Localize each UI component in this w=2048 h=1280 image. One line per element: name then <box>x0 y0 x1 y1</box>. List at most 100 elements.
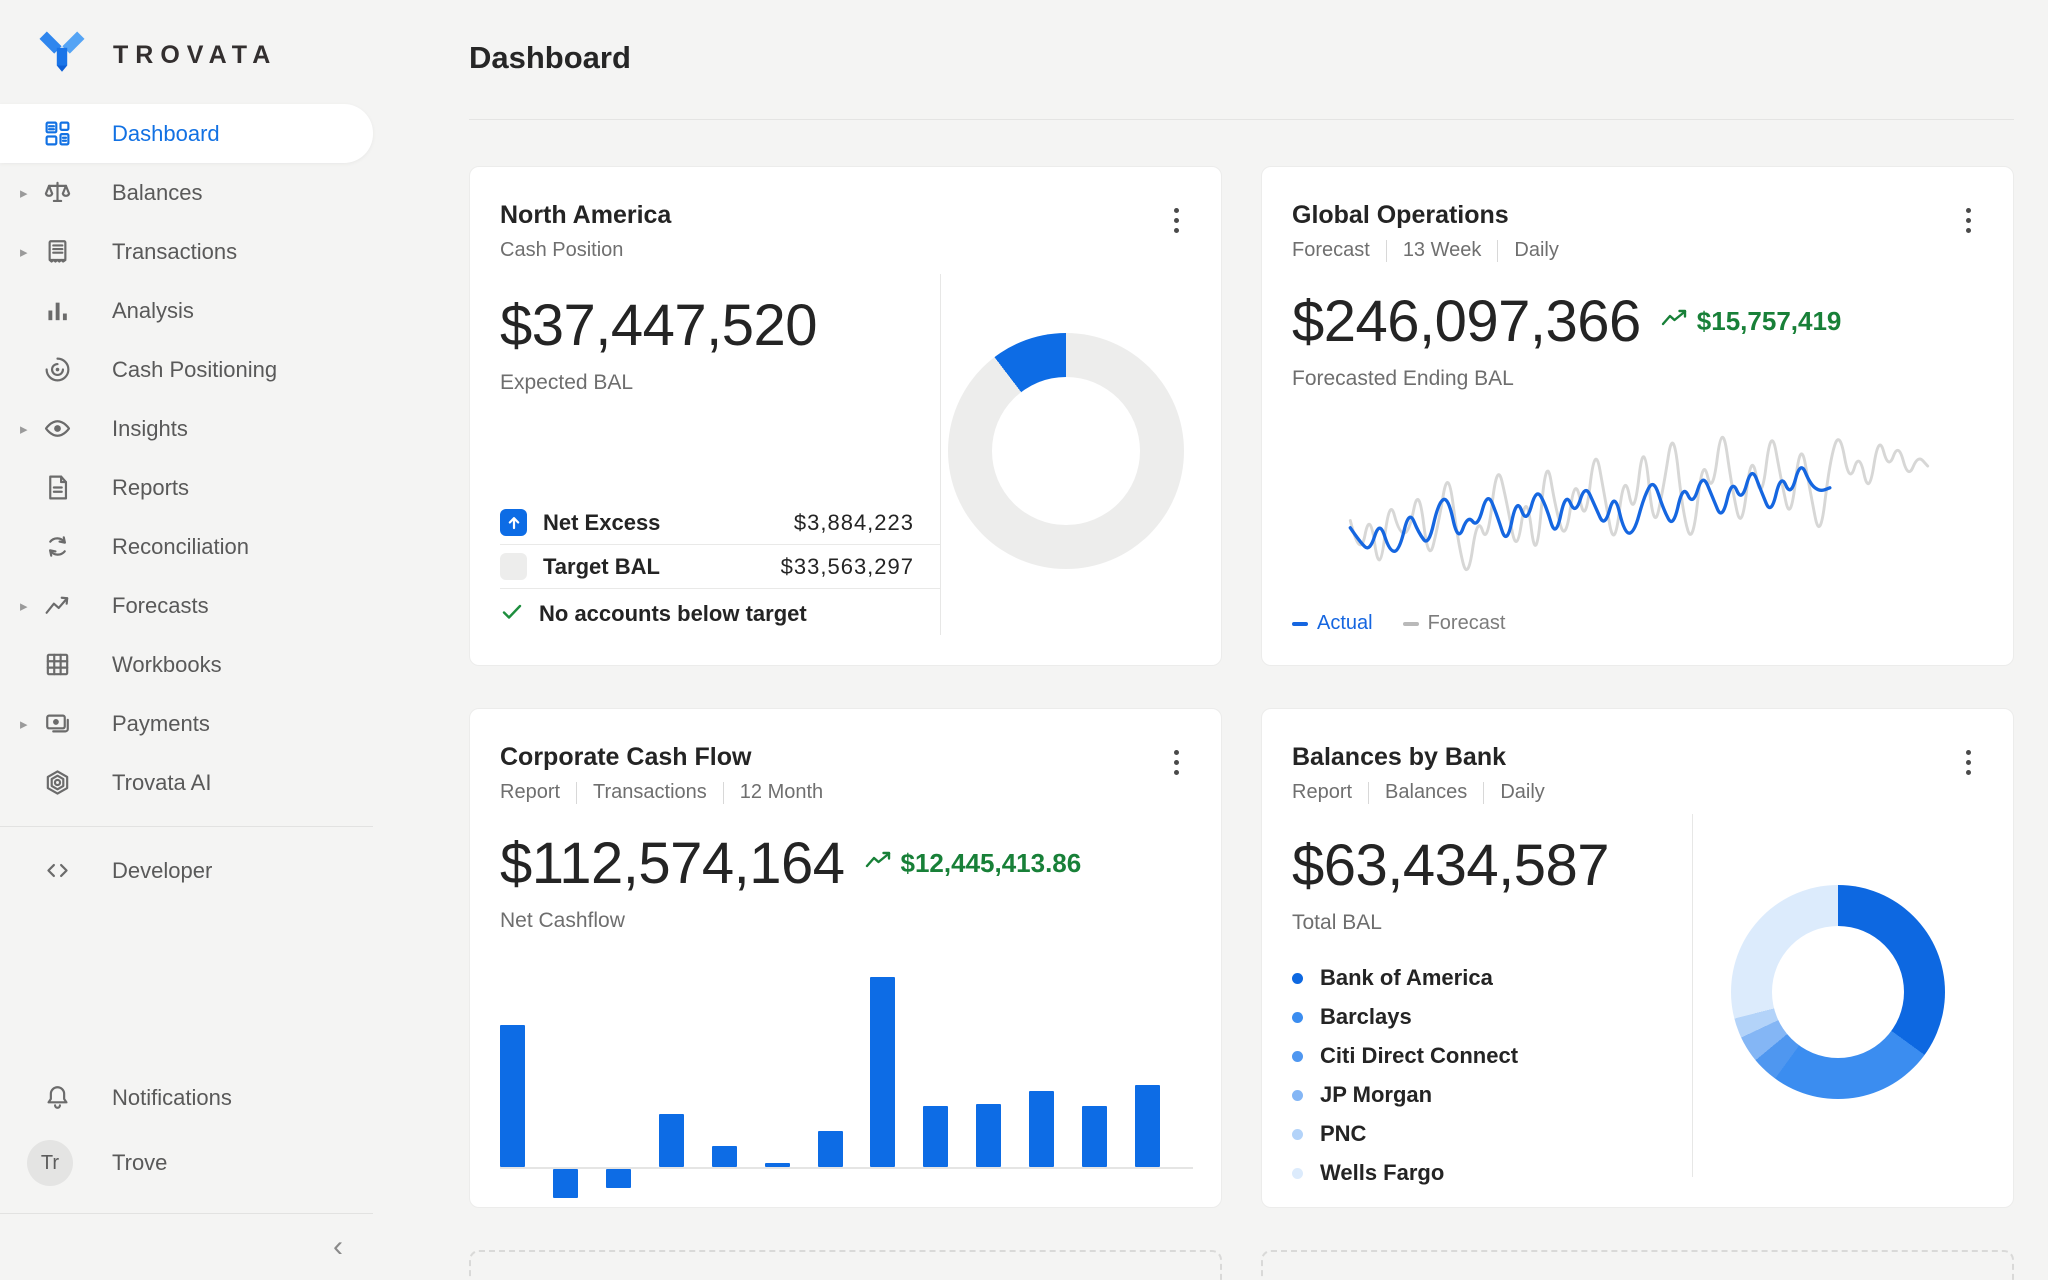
reconciliation-sync-icon <box>42 532 72 562</box>
empty-widget-slot <box>1261 1250 2014 1280</box>
net-cashflow-amount: $112,574,164 <box>500 830 845 897</box>
bar <box>818 1131 843 1167</box>
sidebar-collapse-icon[interactable]: ‹ <box>333 1232 343 1262</box>
bar-chart-baseline <box>500 1167 1193 1169</box>
kebab-menu-button[interactable] <box>1953 745 1983 779</box>
sidebar-item-workbooks[interactable]: Workbooks <box>0 635 373 694</box>
tag: Balances <box>1385 781 1467 804</box>
card-subtitle: Cash Position <box>500 239 1191 262</box>
dashboard-grid: North America Cash Position $37,447,520 … <box>469 166 2014 1280</box>
card-title: Balances by Bank <box>1292 743 1983 772</box>
chevron-right-icon[interactable]: ▸ <box>20 420 34 438</box>
bank-color-dot <box>1292 973 1303 984</box>
tag: Report <box>500 781 560 804</box>
bar <box>923 1106 948 1167</box>
stat-row-net-excess: Net Excess $3,884,223 <box>500 501 940 545</box>
sidebar-item-transactions[interactable]: ▸ Transactions <box>0 222 373 281</box>
header-divider <box>469 119 2014 120</box>
sidebar-item-label: Developer <box>112 858 212 884</box>
tag: 12 Month <box>740 781 823 804</box>
bank-color-dot <box>1292 1129 1303 1140</box>
bell-icon <box>42 1083 72 1113</box>
sidebar-item-label: Trove <box>112 1150 167 1176</box>
sidebar-item-reports[interactable]: Reports <box>0 458 373 517</box>
primary-nav: Dashboard ▸ Balances ▸ Transactions Anal… <box>0 104 373 812</box>
sidebar-item-balances[interactable]: ▸ Balances <box>0 163 373 222</box>
bank-legend-item: Citi Direct Connect <box>1292 1043 1692 1069</box>
sidebar-item-label: Dashboard <box>112 121 220 147</box>
bar <box>976 1104 1001 1167</box>
sidebar-item-label: Reconciliation <box>112 534 249 560</box>
status-text: No accounts below target <box>539 601 807 627</box>
sidebar-item-label: Analysis <box>112 298 194 324</box>
delta-badge: $15,757,419 <box>1661 306 1842 337</box>
sidebar-item-payments[interactable]: ▸ Payments <box>0 694 373 753</box>
sidebar-item-label: Insights <box>112 416 188 442</box>
stat-value: $33,563,297 <box>781 554 914 580</box>
kebab-menu-button[interactable] <box>1161 745 1191 779</box>
sidebar-item-trove-account[interactable]: Tr Trove <box>0 1127 373 1199</box>
bank-color-dot <box>1292 1012 1303 1023</box>
empty-widget-slot <box>469 1250 1222 1280</box>
kebab-menu-button[interactable] <box>1161 203 1191 237</box>
legend-item-actual: Actual <box>1292 612 1373 635</box>
sidebar-item-notifications[interactable]: Notifications <box>0 1068 373 1127</box>
bar <box>765 1163 790 1167</box>
sidebar-item-label: Notifications <box>112 1085 232 1111</box>
page-title: Dashboard <box>469 40 2014 76</box>
card-corporate-cash-flow: Corporate Cash Flow Report Transactions … <box>469 708 1222 1208</box>
chevron-right-icon[interactable]: ▸ <box>20 715 34 733</box>
sidebar-divider <box>0 826 373 827</box>
sidebar-item-reconciliation[interactable]: Reconciliation <box>0 517 373 576</box>
main-content: Dashboard North America Cash Position $3… <box>373 0 2048 1280</box>
actual-line-swatch <box>1292 622 1308 626</box>
secondary-nav: Developer <box>0 841 373 900</box>
payments-banknote-icon <box>42 709 72 739</box>
expected-balance-amount: $37,447,520 <box>500 292 817 359</box>
bar <box>870 977 895 1167</box>
bank-color-dot <box>1292 1168 1303 1179</box>
tag: Report <box>1292 781 1352 804</box>
chevron-right-icon[interactable]: ▸ <box>20 243 34 261</box>
bank-legend-item: PNC <box>1292 1121 1692 1147</box>
card-tags: Report Transactions 12 Month <box>500 781 1191 804</box>
delta-value: $12,445,413.86 <box>901 848 1082 879</box>
dashboard-icon <box>42 119 72 149</box>
developer-code-icon <box>42 856 72 886</box>
status-row: No accounts below target <box>500 589 940 635</box>
card-tags: Forecast 13 Week Daily <box>1292 239 1983 262</box>
bar <box>553 1169 578 1198</box>
net-cashflow-bar-chart <box>500 961 1160 1177</box>
check-icon <box>500 600 524 629</box>
card-global-operations: Global Operations Forecast 13 Week Daily… <box>1261 166 2014 666</box>
sidebar-item-insights[interactable]: ▸ Insights <box>0 399 373 458</box>
sidebar-item-forecasts[interactable]: ▸ Forecasts <box>0 576 373 635</box>
sidebar-item-label: Payments <box>112 711 210 737</box>
card-balances-by-bank: Balances by Bank Report Balances Daily $… <box>1261 708 2014 1208</box>
card-title: North America <box>500 201 1191 230</box>
avatar: Tr <box>27 1140 73 1186</box>
sidebar-item-dashboard[interactable]: Dashboard <box>0 104 373 163</box>
tag: Transactions <box>593 781 707 804</box>
chevron-right-icon[interactable]: ▸ <box>20 597 34 615</box>
cash-position-stats: Net Excess $3,884,223 Target BAL $33,563… <box>500 501 940 635</box>
sidebar-item-trovata-ai[interactable]: Trovata AI <box>0 753 373 812</box>
stat-name: Target BAL <box>543 554 660 580</box>
bar <box>1135 1085 1160 1167</box>
sidebar-item-label: Cash Positioning <box>112 357 277 383</box>
brand-name: TROVATA <box>113 41 277 70</box>
sidebar-item-cash-positioning[interactable]: Cash Positioning <box>0 340 373 399</box>
amount-label: Forecasted Ending BAL <box>1292 367 1983 391</box>
card-north-america: North America Cash Position $37,447,520 … <box>469 166 1222 666</box>
sidebar-item-developer[interactable]: Developer <box>0 841 373 900</box>
delta-value: $15,757,419 <box>1697 306 1842 337</box>
bar <box>659 1114 684 1167</box>
kebab-menu-button[interactable] <box>1953 203 1983 237</box>
trend-up-icon <box>1661 308 1689 335</box>
chevron-right-icon[interactable]: ▸ <box>20 184 34 202</box>
sidebar-item-label: Workbooks <box>112 652 222 678</box>
legend-item-forecast: Forecast <box>1403 612 1506 635</box>
analysis-bars-icon <box>42 296 72 326</box>
sidebar-item-analysis[interactable]: Analysis <box>0 281 373 340</box>
bank-legend-list: Bank of America Barclays Citi Direct Con… <box>1292 965 1692 1186</box>
